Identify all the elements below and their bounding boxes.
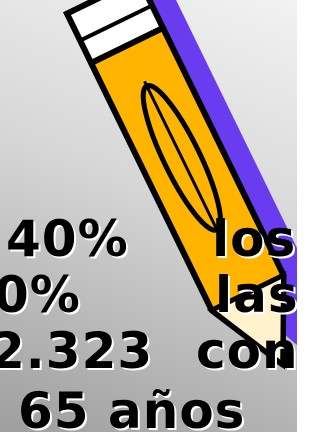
- slide: 40% los 0% las 2.323 con 65 años: [0, 0, 297, 432]
- text-fragment: 0%: [0, 270, 81, 320]
- text-fragment: 65 años: [18, 386, 245, 432]
- text-fragment: 40%: [6, 214, 129, 264]
- text-fragment: 2.323: [0, 326, 153, 376]
- text-fragment: los: [212, 214, 296, 264]
- text-fragment: las: [215, 270, 297, 320]
- text-fragment: con: [196, 326, 297, 376]
